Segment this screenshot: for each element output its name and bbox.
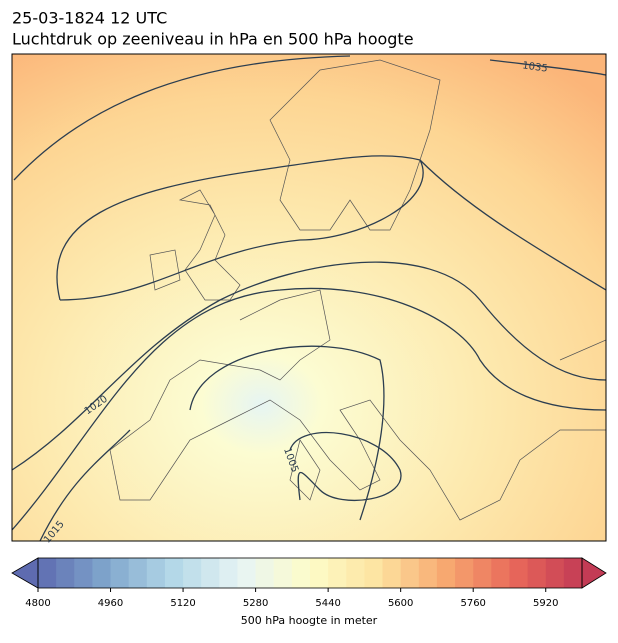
colorbar-cell [92, 558, 112, 588]
title: 25-03-1824 12 UTC [12, 9, 167, 28]
colorbar-cell [491, 558, 510, 588]
isobar [12, 287, 606, 531]
colorbar-label: 500 hPa hoogte in meter [241, 614, 378, 627]
isobar [489, 59, 606, 76]
isobar [289, 431, 402, 502]
colorbar-cell [219, 558, 238, 588]
colorbar-cell [201, 558, 220, 588]
colorbar-tick-label: 5920 [533, 598, 558, 609]
colorbar-cell [110, 558, 130, 588]
colorbar-cell [455, 558, 474, 588]
colorbar-tick-label: 5280 [243, 598, 268, 609]
subtitle: Luchtdruk op zeeniveau in hPa en 500 hPa… [12, 30, 414, 49]
colorbar-cell [563, 558, 583, 588]
colorbar-tick-label: 4960 [98, 598, 123, 609]
colorbar-cell [527, 558, 547, 588]
colorbar-cell [38, 558, 57, 588]
colorbar-cell [255, 558, 275, 588]
colorbar-cell [146, 558, 166, 588]
isobar [12, 261, 606, 471]
map-frame [11, 53, 607, 542]
colorbar-cell [310, 558, 329, 588]
colorbar-cell [128, 558, 148, 588]
colorbar-cell [183, 558, 202, 588]
isobar [56, 155, 606, 301]
isobar [13, 55, 351, 181]
colorbar-tick-label: 5120 [170, 598, 195, 609]
colorbar: 4800 4960 5120 5280 5440 5600 5760 5920 [11, 557, 607, 609]
colorbar-cell [291, 558, 311, 588]
colorbar-cell [509, 558, 529, 588]
height-field [12, 54, 606, 541]
colorbar-tick-label: 4800 [25, 598, 50, 609]
colorbar-cell [273, 558, 293, 588]
colorbar-cell [473, 558, 492, 588]
coastline [109, 59, 606, 521]
colorbar-cell [436, 558, 456, 588]
colorbar-cell [74, 558, 93, 588]
colorbar-tick-label: 5440 [315, 598, 340, 609]
colorbar-cell [328, 558, 347, 588]
colorbar-frame [37, 557, 583, 589]
colorbar-tick-label: 5760 [460, 598, 485, 609]
colorbar-cell [346, 558, 365, 588]
colorbar-cell [364, 558, 384, 588]
colorbar-cell [400, 558, 420, 588]
map [12, 54, 606, 541]
colorbar-extend-low [11, 557, 39, 589]
colorbar-cell [545, 558, 565, 588]
colorbar-cell [382, 558, 402, 588]
contour-label: 1035 [522, 60, 549, 74]
colorbar-cell [418, 558, 438, 588]
colorbar-tick-label: 5600 [388, 598, 413, 609]
isobar [189, 345, 385, 521]
colorbar-extend-high [581, 557, 607, 589]
colorbar-cell [56, 558, 75, 588]
colorbar-cell [164, 558, 184, 588]
colorbar-cell [237, 558, 257, 588]
isobar [39, 429, 131, 541]
